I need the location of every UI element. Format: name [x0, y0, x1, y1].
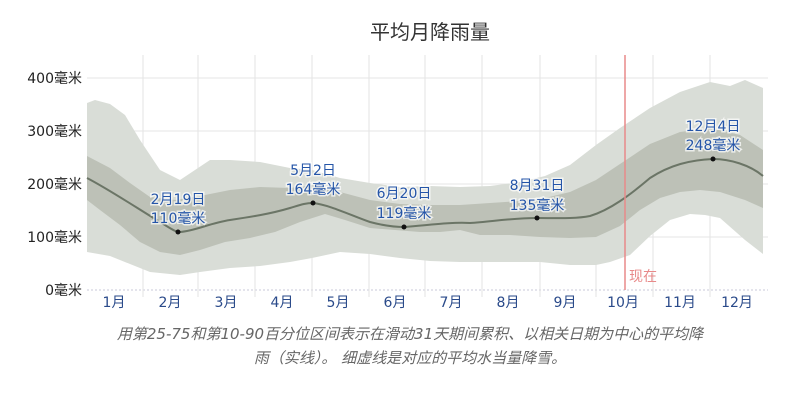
x-tick-label: 9月 [554, 295, 577, 311]
y-tick-label: 200毫米 [27, 176, 82, 193]
x-tick-label: 8月 [497, 295, 520, 311]
annotation-date: 2月19日 [151, 192, 206, 208]
x-tick-label: 2月 [159, 295, 182, 311]
point-may2 [310, 200, 316, 206]
now-marker-label: 现在 [629, 269, 657, 285]
x-tick-label: 7月 [440, 295, 463, 311]
x-tick-label: 3月 [215, 295, 238, 311]
annotation-date: 12月4日 [686, 119, 741, 135]
caption-line-1: 用第25-75和第10-90百分位区间表示在滑动31天期间累积、以相关日期为中心… [116, 325, 704, 343]
annotation-date: 6月20日 [377, 186, 432, 202]
annotation-value: 110毫米 [151, 210, 206, 227]
point-dec4 [710, 156, 716, 162]
caption-line-2: 雨（实线）。 细虚线是对应的平均水当量降雪。 [253, 349, 567, 367]
x-tick-label: 10月 [607, 295, 639, 311]
point-feb19 [175, 229, 181, 235]
x-tick-label: 11月 [664, 295, 696, 311]
annotation-value: 119毫米 [377, 205, 432, 222]
x-tick-label: 12月 [721, 295, 753, 311]
point-jun20 [401, 224, 407, 230]
y-tick-label: 400毫米 [27, 70, 82, 87]
x-tick-label: 4月 [271, 295, 294, 311]
extremum-points [175, 156, 716, 235]
chart-caption: 用第25-75和第10-90百分位区间表示在滑动31天期间累积、以相关日期为中心… [60, 322, 760, 370]
annotation-date: 8月31日 [510, 178, 565, 194]
annotation-value: 135毫米 [510, 197, 565, 214]
annotation-value: 248毫米 [686, 137, 741, 154]
annotation-date: 5月2日 [290, 163, 336, 179]
band-25-75 [87, 128, 763, 255]
x-tick-label: 1月 [103, 295, 126, 311]
x-tick-label: 5月 [327, 295, 350, 311]
chart-title: 平均月降雨量 [370, 20, 490, 44]
point-aug31 [534, 215, 540, 221]
y-tick-label: 0毫米 [45, 282, 82, 299]
y-tick-label: 100毫米 [27, 229, 82, 246]
annotation-value: 164毫米 [286, 181, 341, 198]
y-tick-label: 300毫米 [27, 123, 82, 140]
x-tick-label: 6月 [384, 295, 407, 311]
